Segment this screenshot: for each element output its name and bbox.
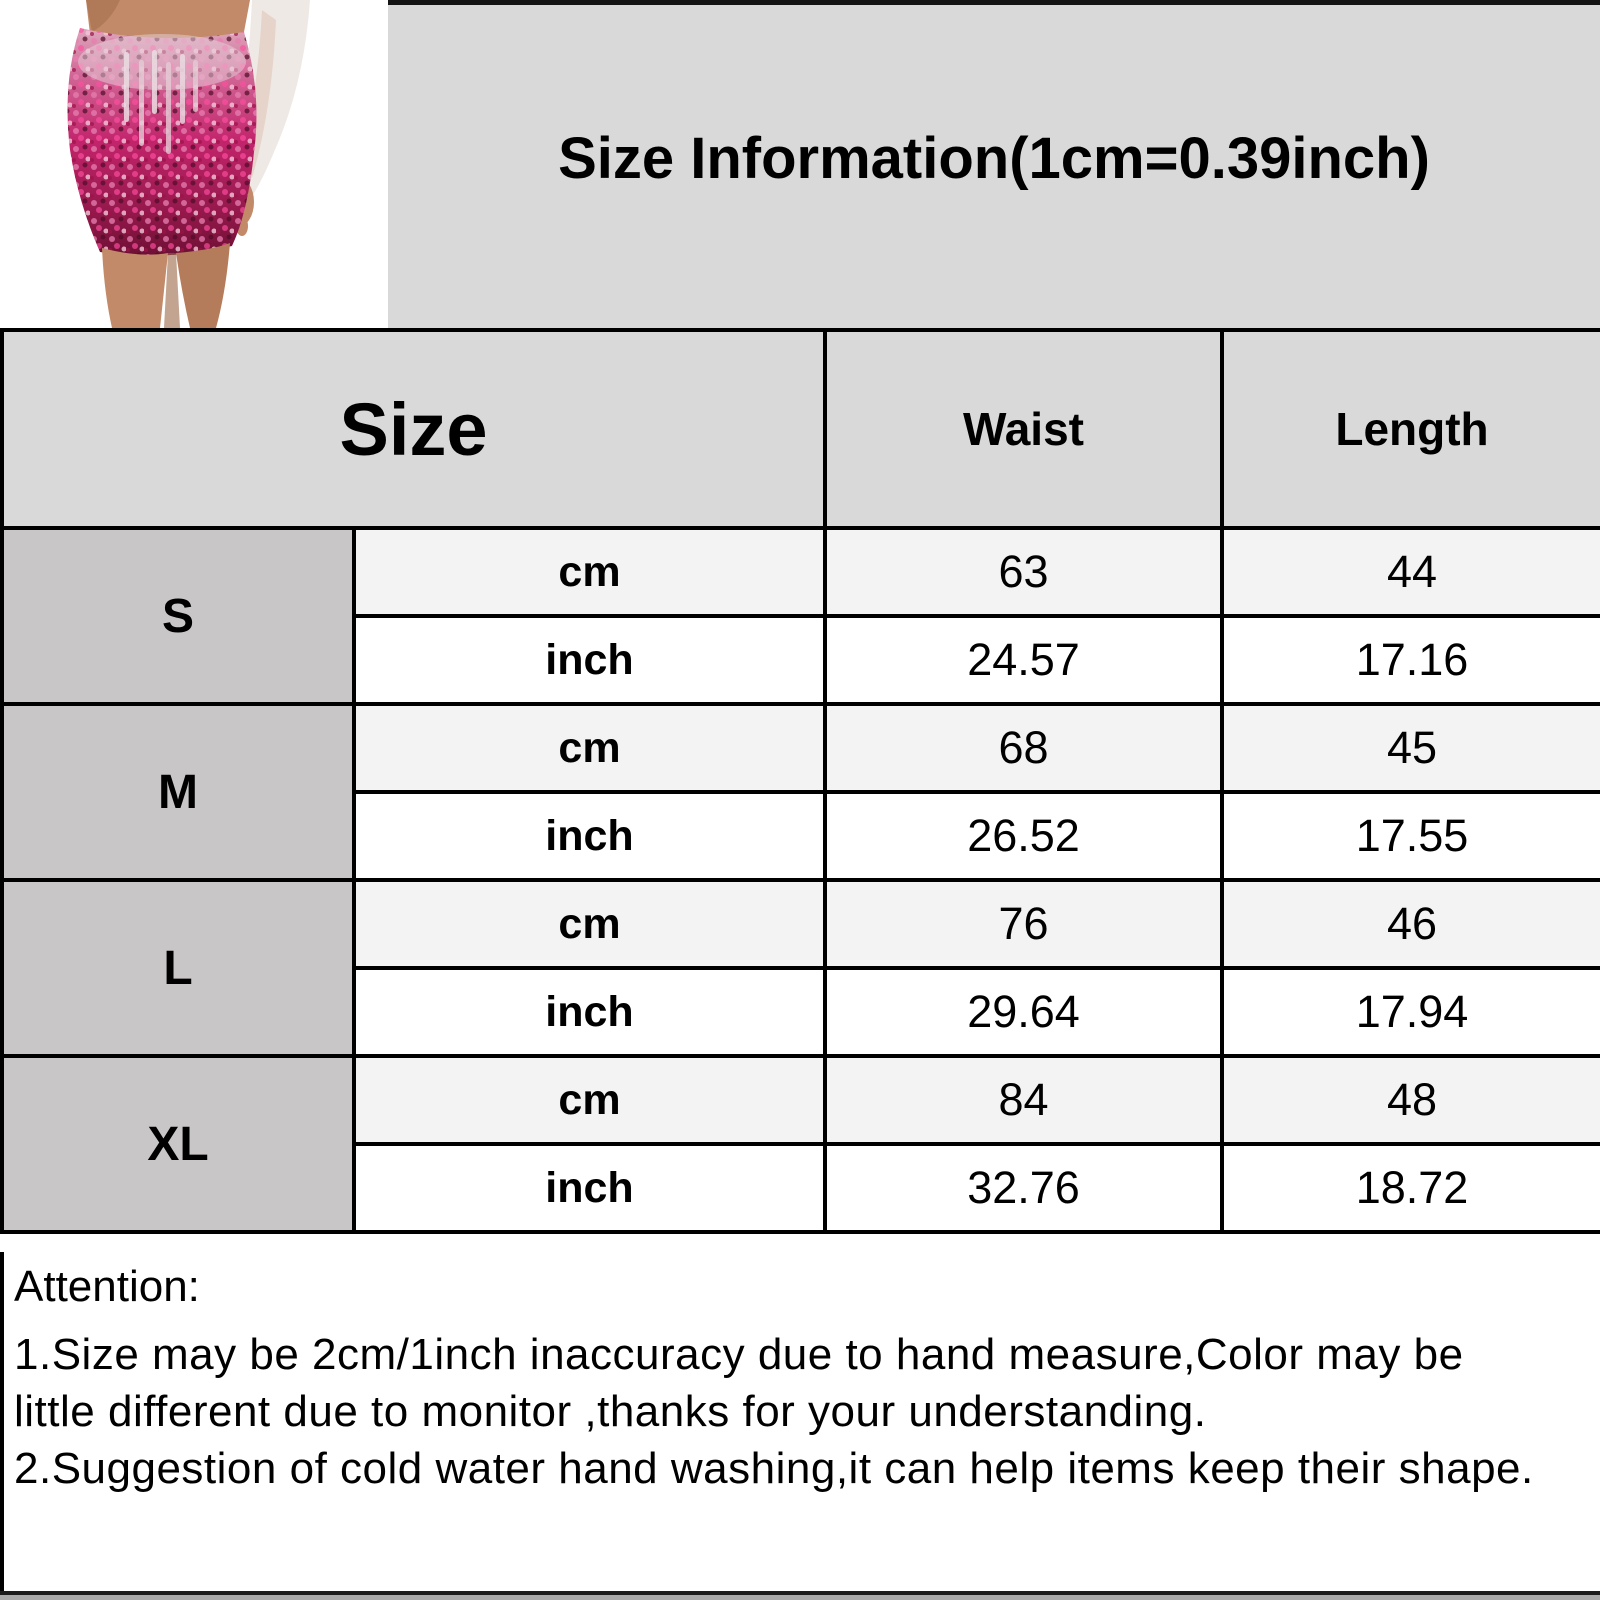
attention-heading: Attention:: [14, 1262, 200, 1311]
length-value: 44: [1220, 526, 1600, 618]
unit-label: cm: [351, 702, 828, 794]
length-value: 17.16: [1220, 614, 1600, 706]
attention-note-2: 2.Suggestion of cold water hand washing,…: [14, 1444, 1534, 1494]
table-row-s-inch: inch 24.57 17.16: [2, 614, 1600, 706]
length-value: 46: [1220, 878, 1600, 970]
size-label-xl: XL: [0, 1054, 356, 1234]
table-row-xl-cm: XL cm 84 48: [0, 1054, 1600, 1234]
length-value: 17.55: [1220, 790, 1600, 882]
title-banner: Size Information(1cm=0.39inch): [388, 0, 1600, 328]
size-label-s: S: [0, 526, 356, 706]
bottom-divider: [0, 1591, 1600, 1600]
waist-value: 29.64: [823, 966, 1225, 1058]
waist-value: 24.57: [823, 614, 1225, 706]
waist-value: 32.76: [823, 1142, 1225, 1234]
unit-label: cm: [351, 526, 828, 618]
length-value: 17.94: [1220, 966, 1600, 1058]
length-value: 18.72: [1220, 1142, 1600, 1234]
waist-value: 63: [823, 526, 1225, 618]
page-title: Size Information(1cm=0.39inch): [558, 126, 1430, 191]
hero-strip: Size Information(1cm=0.39inch): [0, 0, 1600, 328]
length-column-header: Length: [1220, 328, 1600, 530]
table-header-row: Size Waist Length: [0, 328, 1600, 530]
size-column-header: Size: [0, 328, 828, 530]
table-row-l-inch: inch 29.64 17.94: [2, 966, 1600, 1058]
sequin-skirt-illustration: [0, 0, 388, 328]
length-value: 45: [1220, 702, 1600, 794]
size-table: Size Waist Length S cm 63 44 inch 24.57 …: [0, 328, 1600, 1234]
unit-label: cm: [351, 1054, 828, 1146]
waist-value: 26.52: [823, 790, 1225, 882]
unit-label: inch: [351, 614, 828, 706]
table-row-xl-inch: inch 32.76 18.72: [2, 1142, 1600, 1234]
table-row-l-cm: L cm 76 46: [0, 878, 1600, 1058]
unit-label: inch: [351, 790, 828, 882]
unit-label: cm: [351, 878, 828, 970]
table-row-s-cm: S cm 63 44: [0, 526, 1600, 706]
table-row-m-inch: inch 26.52 17.55: [2, 790, 1600, 882]
length-value: 48: [1220, 1054, 1600, 1146]
waist-value: 76: [823, 878, 1225, 970]
unit-label: inch: [351, 966, 828, 1058]
product-photo: [0, 0, 388, 328]
table-row-m-cm: M cm 68 45: [0, 702, 1600, 882]
size-label-l: L: [0, 878, 356, 1058]
size-label-m: M: [0, 702, 356, 882]
waist-column-header: Waist: [823, 328, 1225, 530]
attention-note-1: 1.Size may be 2cm/1inch inaccuracy due t…: [14, 1330, 1464, 1437]
waist-value: 68: [823, 702, 1225, 794]
waist-value: 84: [823, 1054, 1225, 1146]
attention-notes: Attention: 1.Size may be 2cm/1inch inacc…: [0, 1252, 1600, 1596]
unit-label: inch: [351, 1142, 828, 1234]
